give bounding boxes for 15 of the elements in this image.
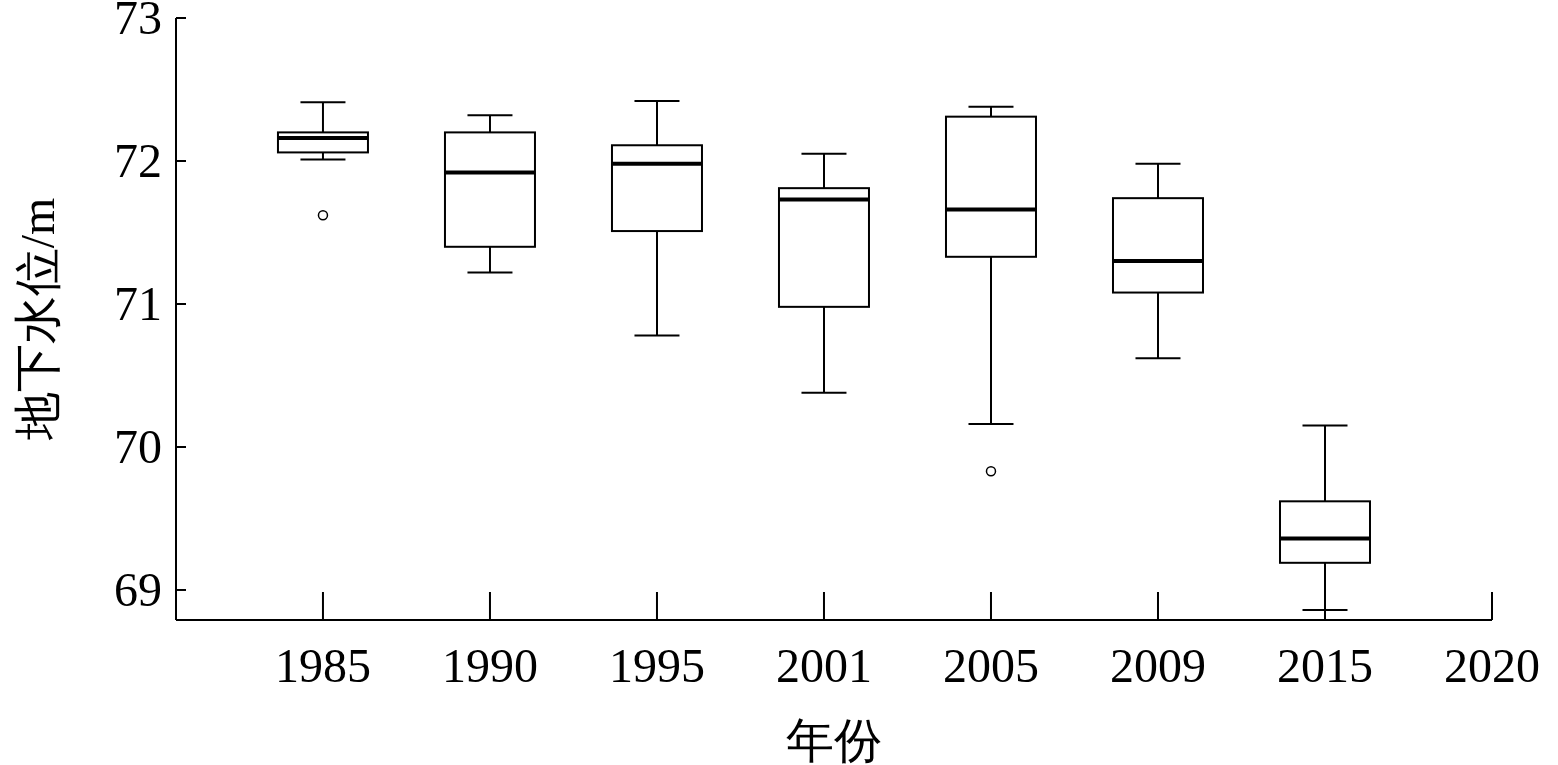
x-tick-label: 1995 bbox=[608, 639, 705, 692]
x-tick-label: 1990 bbox=[441, 639, 538, 692]
x-tick-label: 2020 bbox=[1444, 639, 1540, 692]
y-tick-label: 73 bbox=[114, 0, 162, 44]
x-tick-label: 2005 bbox=[942, 639, 1039, 692]
y-axis-title: 地下水位/m bbox=[11, 197, 64, 442]
x-axis-title: 年份 bbox=[786, 714, 882, 765]
x-tick-label: 2009 bbox=[1109, 639, 1206, 692]
x-tick-label: 1985 bbox=[274, 639, 371, 692]
y-tick-label: 70 bbox=[114, 419, 162, 473]
x-tick-label: 2001 bbox=[775, 639, 872, 692]
y-tick-label: 72 bbox=[114, 133, 162, 187]
y-tick-label: 69 bbox=[114, 562, 162, 616]
y-tick-label: 71 bbox=[114, 276, 162, 330]
x-tick-label: 2015 bbox=[1276, 639, 1373, 692]
